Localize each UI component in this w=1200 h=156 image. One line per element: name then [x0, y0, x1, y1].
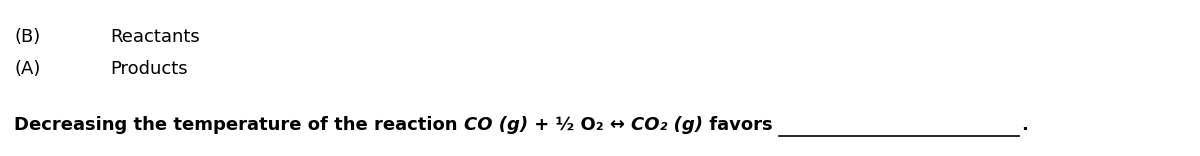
Text: (B): (B)	[14, 28, 41, 46]
Text: Decreasing the temperature of the reaction: Decreasing the temperature of the reacti…	[14, 116, 463, 134]
Text: Reactants: Reactants	[110, 28, 199, 46]
Text: favors: favors	[703, 116, 779, 134]
Text: (A): (A)	[14, 60, 41, 78]
Text: CO₂ (g): CO₂ (g)	[631, 116, 703, 134]
Text: + ½ O₂ ↔: + ½ O₂ ↔	[528, 116, 631, 134]
Text: .: .	[1021, 116, 1028, 134]
Text: CO (g): CO (g)	[463, 116, 528, 134]
Text: Products: Products	[110, 60, 187, 78]
